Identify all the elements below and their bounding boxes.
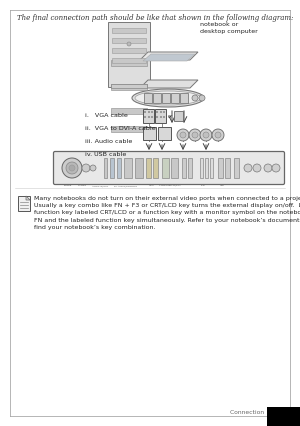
Text: or: or bbox=[167, 113, 173, 118]
Polygon shape bbox=[140, 80, 198, 88]
Circle shape bbox=[177, 129, 189, 141]
Bar bbox=[205, 158, 208, 178]
Circle shape bbox=[264, 164, 272, 172]
Bar bbox=[155, 109, 166, 123]
Circle shape bbox=[203, 132, 209, 138]
Bar bbox=[111, 60, 147, 66]
Circle shape bbox=[212, 129, 224, 141]
Bar bbox=[180, 93, 188, 103]
Bar bbox=[111, 84, 147, 88]
Text: Many notebooks do not turn on their external video ports when connected to a pro: Many notebooks do not turn on their exte… bbox=[34, 196, 300, 230]
Text: The final connection path should be like that shown in the following diagram:: The final connection path should be like… bbox=[17, 14, 293, 22]
Circle shape bbox=[127, 42, 131, 46]
Circle shape bbox=[199, 95, 205, 101]
Circle shape bbox=[151, 111, 153, 113]
Bar bbox=[110, 158, 114, 178]
Bar bbox=[104, 158, 107, 178]
Polygon shape bbox=[143, 54, 195, 61]
Circle shape bbox=[148, 116, 150, 118]
Bar bbox=[210, 158, 213, 178]
Bar bbox=[218, 158, 223, 178]
Text: iv. USB cable: iv. USB cable bbox=[85, 152, 126, 157]
Text: PC AUDIO/CONTROL: PC AUDIO/CONTROL bbox=[113, 185, 136, 187]
Circle shape bbox=[272, 164, 280, 172]
Ellipse shape bbox=[135, 91, 201, 105]
Text: LAN: LAN bbox=[201, 185, 205, 186]
Bar bbox=[188, 158, 192, 178]
Circle shape bbox=[144, 111, 146, 113]
Text: ii.  VGA to DVI-A cable: ii. VGA to DVI-A cable bbox=[85, 126, 156, 131]
Text: iii. Audio cable: iii. Audio cable bbox=[85, 139, 132, 144]
Bar bbox=[267, 407, 300, 426]
Bar bbox=[135, 158, 143, 178]
Circle shape bbox=[192, 132, 198, 138]
Bar bbox=[112, 58, 146, 63]
Bar bbox=[111, 126, 147, 132]
Bar bbox=[124, 158, 132, 178]
Text: Connection   19: Connection 19 bbox=[230, 410, 278, 415]
Circle shape bbox=[156, 111, 158, 113]
Bar bbox=[108, 22, 150, 87]
Bar bbox=[111, 108, 147, 114]
Bar bbox=[171, 93, 179, 103]
Text: AUDIO IN/OUT: AUDIO IN/OUT bbox=[92, 185, 108, 187]
Bar bbox=[158, 127, 171, 140]
Circle shape bbox=[253, 164, 261, 172]
Bar bbox=[111, 84, 147, 90]
Circle shape bbox=[62, 158, 82, 178]
Polygon shape bbox=[140, 52, 198, 60]
Bar bbox=[174, 111, 183, 121]
Bar bbox=[153, 158, 158, 178]
Circle shape bbox=[160, 116, 162, 118]
Ellipse shape bbox=[132, 89, 204, 107]
Circle shape bbox=[192, 95, 198, 101]
Circle shape bbox=[90, 165, 96, 171]
Bar bbox=[112, 28, 146, 33]
FancyBboxPatch shape bbox=[53, 152, 284, 184]
Bar bbox=[162, 158, 169, 178]
Circle shape bbox=[151, 116, 153, 118]
Bar bbox=[234, 158, 239, 178]
Circle shape bbox=[189, 129, 201, 141]
Bar bbox=[143, 109, 154, 123]
Bar bbox=[171, 158, 178, 178]
Text: COMPUTER IN/OUT: COMPUTER IN/OUT bbox=[159, 185, 181, 187]
Circle shape bbox=[163, 111, 165, 113]
Circle shape bbox=[180, 132, 186, 138]
Circle shape bbox=[156, 116, 158, 118]
Bar bbox=[143, 127, 156, 140]
Bar bbox=[200, 158, 203, 178]
Text: S-VIDEO: S-VIDEO bbox=[77, 185, 87, 186]
Text: notebook or
desktop computer: notebook or desktop computer bbox=[200, 22, 258, 34]
Circle shape bbox=[82, 164, 90, 172]
Circle shape bbox=[66, 162, 78, 174]
Circle shape bbox=[244, 164, 252, 172]
Text: USB: USB bbox=[220, 185, 224, 186]
Bar bbox=[162, 93, 170, 103]
Bar bbox=[112, 38, 146, 43]
Circle shape bbox=[144, 116, 146, 118]
Bar bbox=[225, 158, 230, 178]
Circle shape bbox=[200, 129, 212, 141]
Circle shape bbox=[148, 111, 150, 113]
Bar bbox=[117, 158, 121, 178]
Bar bbox=[18, 196, 30, 211]
Text: HDMI: HDMI bbox=[149, 185, 155, 186]
Circle shape bbox=[215, 132, 221, 138]
Bar bbox=[144, 93, 152, 103]
Bar bbox=[146, 158, 151, 178]
Bar bbox=[153, 93, 161, 103]
Polygon shape bbox=[26, 196, 30, 200]
Text: i.   VGA cable: i. VGA cable bbox=[85, 113, 128, 118]
Circle shape bbox=[160, 111, 162, 113]
Circle shape bbox=[69, 165, 75, 171]
Text: POWER: POWER bbox=[64, 185, 72, 186]
Bar bbox=[112, 48, 146, 53]
Bar bbox=[182, 158, 186, 178]
Circle shape bbox=[163, 116, 165, 118]
